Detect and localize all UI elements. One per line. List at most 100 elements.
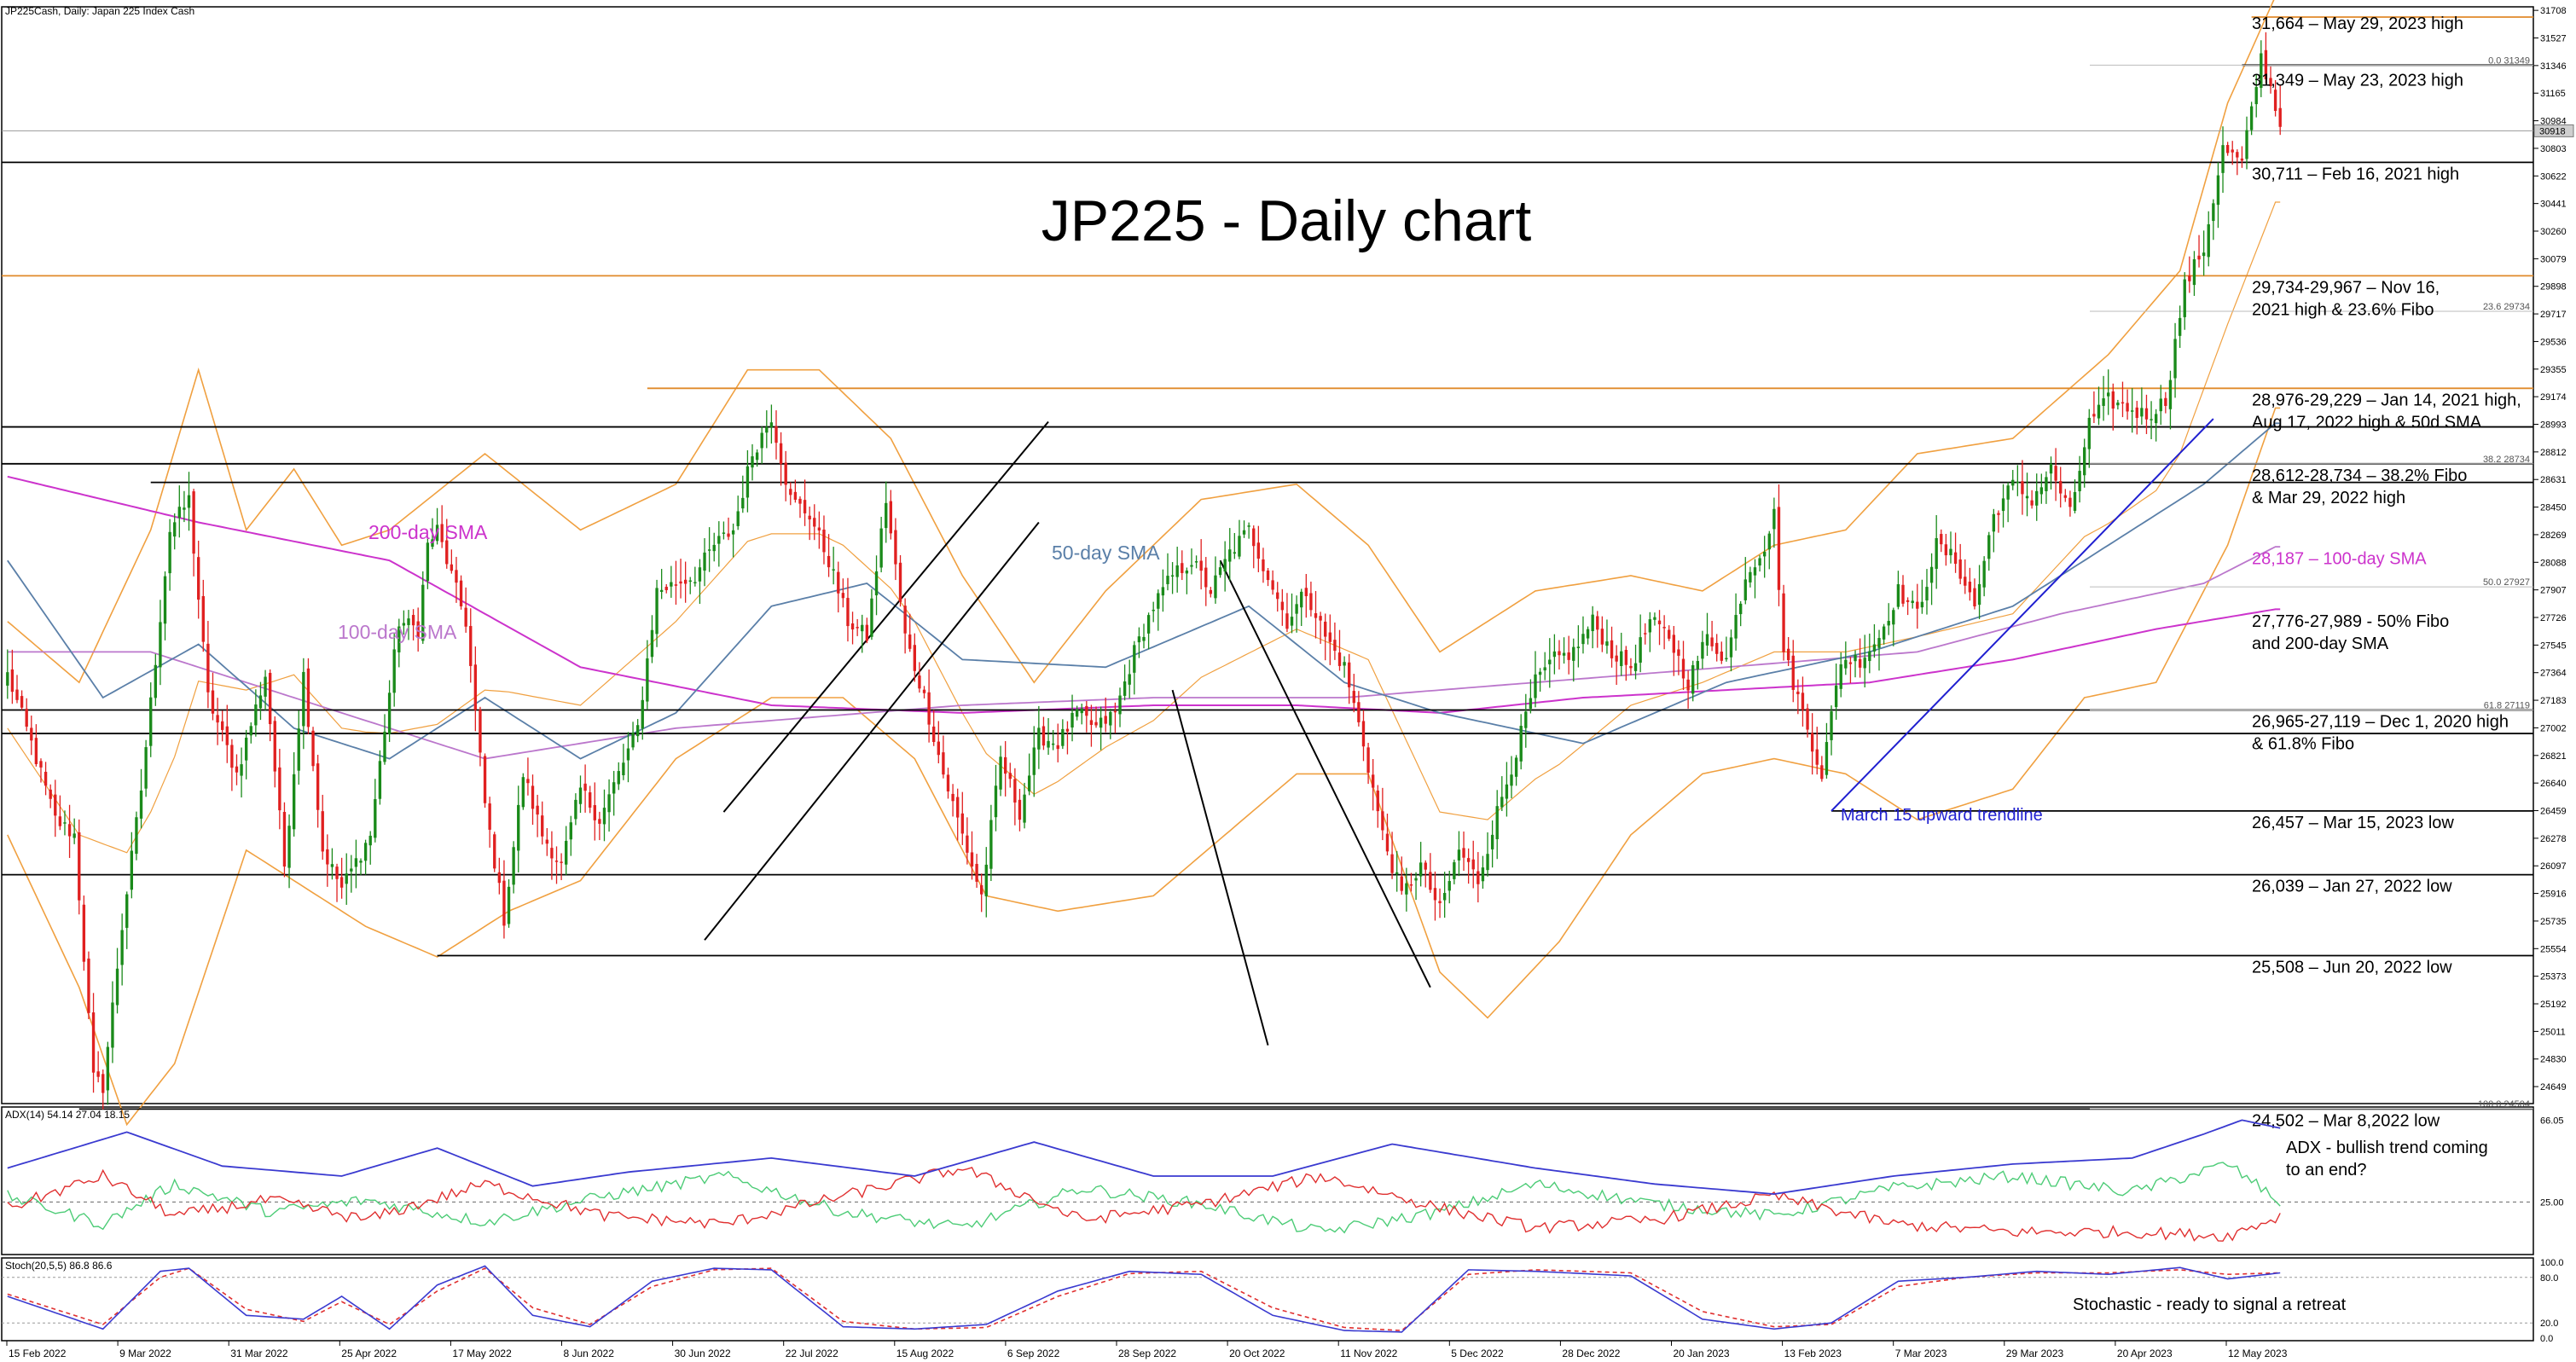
candle-up: [1586, 629, 1590, 639]
candle-up: [1023, 794, 1026, 823]
candle-down: [1677, 649, 1680, 656]
y-tick-label: 28812: [2540, 448, 2567, 458]
candle-down: [1686, 679, 1690, 691]
y-tick-label: 26278: [2540, 834, 2567, 844]
candle-down: [1013, 779, 1017, 803]
sma200-line: [7, 475, 2281, 714]
candle-up: [1223, 559, 1227, 572]
candle-down: [583, 783, 587, 791]
candle-up: [1977, 583, 1981, 606]
level-label: 29,734-29,967 – Nov 16,: [2252, 278, 2440, 297]
candle-up: [2260, 53, 2263, 89]
y-tick-label: 27364: [2540, 669, 2567, 679]
candle-up: [173, 522, 177, 537]
candle-down: [1858, 658, 1862, 668]
candle-up: [655, 588, 659, 635]
x-tick-label: 15 Feb 2022: [9, 1348, 67, 1359]
candle-down: [1361, 721, 1366, 747]
candle-down: [311, 730, 315, 767]
candle-up: [2131, 410, 2134, 412]
candle-up: [736, 511, 740, 526]
y-tick-label: 27183: [2540, 696, 2567, 706]
candle-down: [1615, 655, 1618, 662]
candle-up: [1510, 774, 1513, 786]
candle-up: [2212, 203, 2215, 222]
candle-up: [330, 864, 334, 867]
price-tag-label: 30918: [2539, 126, 2566, 136]
y-tick-label: 26459: [2540, 807, 2567, 817]
candle-up: [2159, 398, 2162, 412]
candle-up: [1534, 674, 1537, 698]
candle-up: [635, 725, 640, 737]
candle-up: [6, 672, 9, 686]
candle-down: [2188, 275, 2191, 281]
candle-up: [1591, 614, 1594, 632]
candle-down: [1944, 544, 1948, 556]
candle-up: [2001, 498, 2005, 512]
stoch-signal-line: [7, 1267, 2281, 1331]
y-tick-label: 26097: [2540, 861, 2567, 872]
candle-down: [837, 571, 840, 594]
candle-up: [1032, 747, 1036, 775]
candle-up: [1753, 567, 1757, 576]
y-tick-label: 24649: [2540, 1082, 2567, 1092]
candle-up: [258, 695, 263, 709]
candle-up: [1825, 742, 1829, 775]
candle-up: [2025, 496, 2029, 499]
candle-up: [1051, 743, 1055, 745]
candle-up: [2102, 398, 2105, 406]
candle-down: [479, 710, 482, 753]
candle-up: [1395, 872, 1399, 874]
candle-up: [1882, 626, 1886, 640]
candle-up: [1242, 530, 1246, 535]
candle-up: [125, 894, 129, 928]
adx-note-line2: to an end?: [2286, 1161, 2367, 1179]
candle-down: [1104, 716, 1107, 724]
candle-down: [1968, 582, 1972, 593]
candle-up: [149, 697, 153, 746]
candle-up: [741, 497, 745, 509]
candle-down: [2144, 408, 2149, 420]
candle-down: [91, 1012, 96, 1073]
y-tick-label: 29898: [2540, 282, 2567, 293]
candle-up: [1830, 711, 1833, 740]
candle-down: [908, 634, 912, 649]
y-tick-label: 26640: [2540, 779, 2567, 789]
stoch-tick-label: 80.0: [2540, 1273, 2558, 1284]
adx-plus-di-line: [7, 1162, 2281, 1234]
candle-up: [1075, 709, 1079, 717]
candle-up: [2168, 380, 2173, 409]
candle-down: [960, 813, 964, 834]
candle-down: [459, 580, 463, 606]
candle-up: [2140, 408, 2144, 417]
candle-up: [1519, 726, 1523, 762]
candle-down: [1433, 888, 1437, 901]
candle-up: [163, 576, 167, 624]
candle-up: [183, 507, 186, 510]
candle-up: [1701, 641, 1704, 659]
x-tick-label: 29 Mar 2023: [2006, 1348, 2064, 1359]
x-tick-label: 28 Sep 2022: [1118, 1348, 1176, 1359]
y-tick-label: 27002: [2540, 723, 2567, 733]
candle-up: [1982, 560, 1986, 588]
candle-down: [1003, 756, 1007, 774]
stoch-panel-frame: [1, 1257, 2534, 1342]
adx-note-line1: ADX - bullish trend coming: [2286, 1139, 2488, 1157]
candle-down: [1720, 651, 1723, 661]
level-label: 26,965-27,119 – Dec 1, 2020 high: [2252, 713, 2509, 732]
candle-up: [2150, 419, 2153, 420]
candle-up: [1839, 664, 1842, 689]
adx-tick-label: 25.00: [2540, 1197, 2564, 1208]
candle-down: [440, 524, 444, 542]
candle-down: [30, 727, 33, 741]
candle-down: [1085, 705, 1088, 716]
candle-down: [87, 958, 90, 1013]
candle-up: [707, 549, 711, 551]
candle-up: [383, 731, 386, 762]
candle-up: [2073, 491, 2077, 511]
candle-down: [493, 834, 496, 869]
adx-main-line: [7, 1119, 2281, 1196]
candle-down: [2231, 149, 2234, 153]
candle-down: [1429, 872, 1432, 890]
